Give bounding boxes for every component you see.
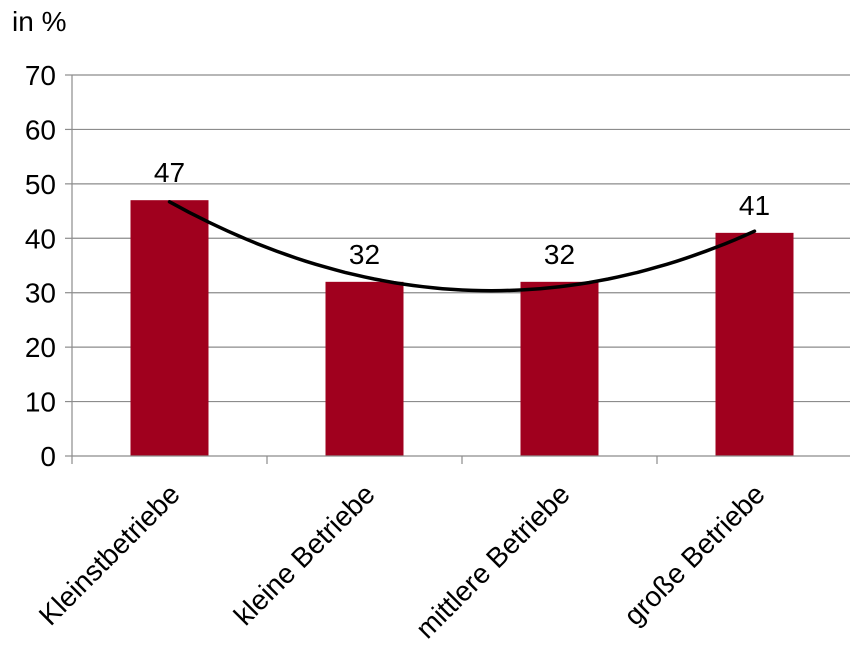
y-tick-label: 60 <box>25 114 56 145</box>
data-label: 41 <box>739 190 770 221</box>
y-tick-label: 40 <box>25 223 56 254</box>
x-tick-label: Kleinstbetriebe <box>33 478 186 631</box>
bar <box>130 200 209 456</box>
y-tick-label: 50 <box>25 169 56 200</box>
trendline <box>167 200 757 293</box>
y-tick-label: 10 <box>25 387 56 418</box>
x-tick-label: große Betriebe <box>618 478 771 631</box>
x-tick-label: kleine Betriebe <box>228 478 381 631</box>
trendline-group <box>167 200 757 293</box>
y-tick-label: 0 <box>40 441 56 472</box>
data-labels: 47 32 32 41 <box>154 157 770 270</box>
data-label: 47 <box>154 157 185 188</box>
x-tick-label: mittlere Betriebe <box>410 478 576 644</box>
axes <box>71 75 850 464</box>
y-tick-label: 70 <box>25 60 56 91</box>
y-tick-label: 20 <box>25 332 56 363</box>
x-tick-labels: Kleinstbetriebe kleine Betriebe mittlere B… <box>33 478 771 644</box>
bar <box>520 281 599 456</box>
y-tick-label: 30 <box>25 278 56 309</box>
bar <box>325 281 404 456</box>
bar <box>715 232 794 456</box>
bars <box>130 200 794 456</box>
data-label: 32 <box>544 239 575 270</box>
y-tick-labels: 0 10 20 30 40 50 60 70 <box>25 60 56 472</box>
y-axis-unit-label: in % <box>12 6 67 37</box>
data-label: 32 <box>349 239 380 270</box>
